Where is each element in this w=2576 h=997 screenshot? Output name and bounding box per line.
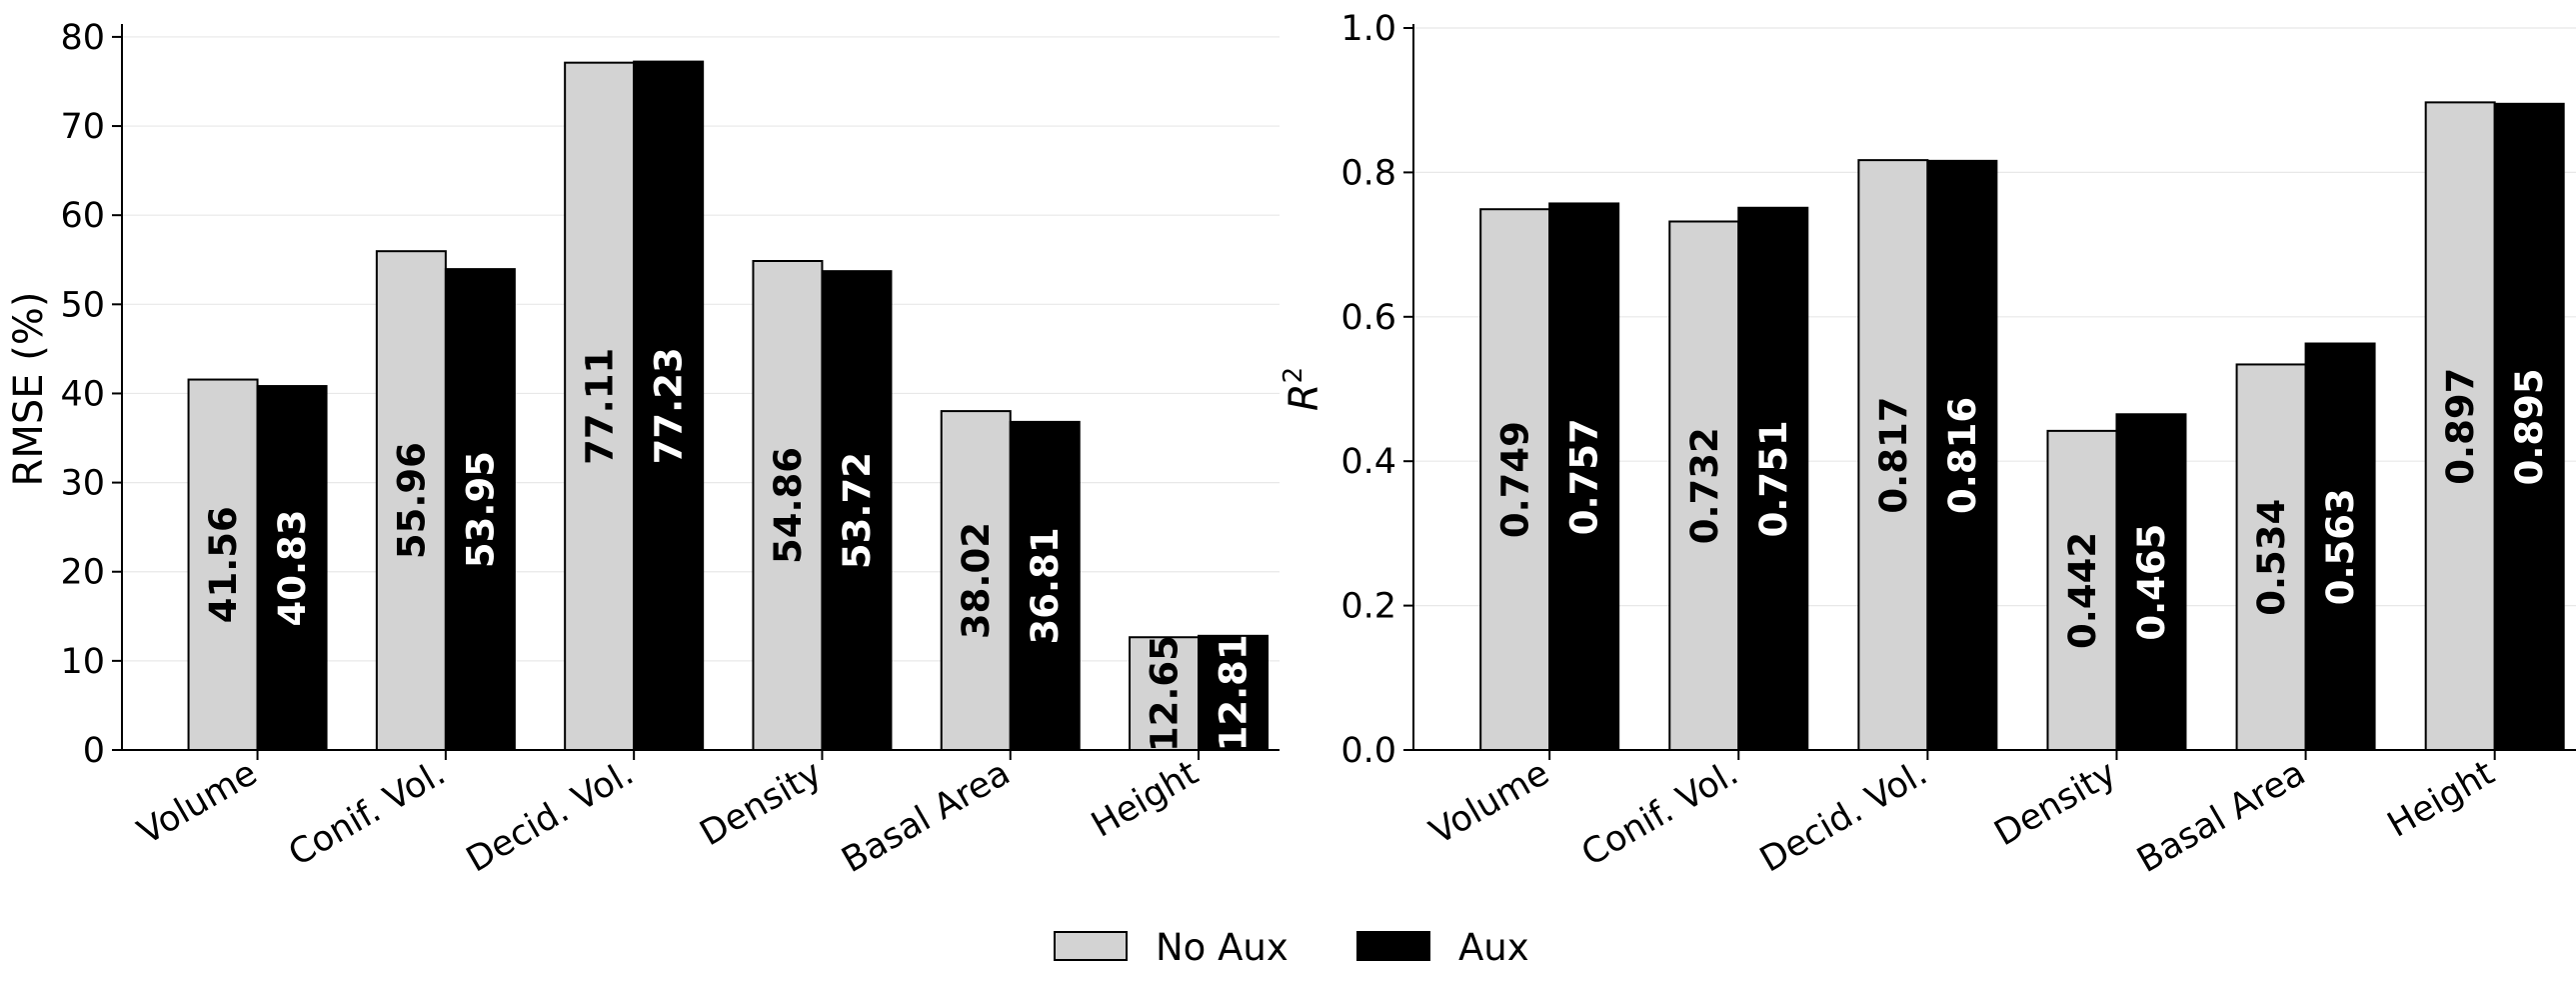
x-tick-label: Density (1988, 753, 2123, 854)
x-tick-label: Height (1085, 753, 1205, 845)
y-tick-label: 50 (60, 285, 105, 325)
bar-value-label: 55.96 (390, 442, 433, 559)
y-tick-label: 60 (60, 196, 105, 236)
bar-value-label: 12.81 (1213, 634, 1256, 751)
bar-aux (1548, 202, 1620, 752)
x-tick-label: Volume (1423, 753, 1556, 853)
bar-value-label: 54.86 (767, 447, 810, 564)
bar-value-label: 53.72 (836, 452, 879, 569)
y-tick-label: 0 (83, 731, 105, 771)
bar-value-label: 0.534 (2250, 499, 2293, 616)
bar-aux (2115, 413, 2187, 751)
bar-value-label: 36.81 (1024, 527, 1067, 644)
bar-value-label: 40.83 (271, 510, 314, 627)
y-tick-label: 70 (60, 107, 105, 147)
bar-no-aux (1857, 159, 1929, 752)
y-tick-label: 0.4 (1340, 442, 1396, 482)
bar-aux (2493, 102, 2565, 751)
x-tick-label: Volume (131, 753, 264, 853)
bar-value-label: 0.465 (2130, 524, 2173, 641)
y-tick-label: 1.0 (1340, 9, 1396, 49)
y-axis-label: RMSE (%) (6, 292, 52, 487)
bar-aux (2304, 342, 2376, 751)
x-tick-label: Conif. Vol. (282, 753, 452, 874)
bar-value-label: 38.02 (955, 522, 998, 639)
x-tick-label: Conif. Vol. (1575, 753, 1745, 874)
bar-value-label: 53.95 (459, 451, 502, 568)
y-tick-label: 0.0 (1340, 731, 1396, 771)
legend: No Aux Aux (1054, 926, 1529, 969)
y-tick-label: 0.6 (1340, 298, 1396, 338)
rmse-chart: 41.56 40.83 55.96 53.95 77.11 77.23 54.86 53.72… (6, 18, 1280, 881)
bar-no-aux (940, 410, 1012, 751)
bar-aux (821, 270, 893, 751)
bar-value-label: 77.23 (648, 347, 691, 464)
bar-no-aux (1668, 220, 1740, 752)
x-tick-label: Decid. Vol. (460, 753, 641, 880)
x-tick-label: Basal Area (836, 753, 1018, 881)
bar-value-label: 0.817 (1872, 397, 1915, 514)
y-tick-label: 10 (60, 642, 105, 682)
bar-aux (633, 60, 705, 752)
x-tick-label: Decid. Vol. (1753, 753, 1934, 880)
bar-value-label: 0.749 (1494, 421, 1537, 538)
y-axis-label: R2 (1279, 367, 1327, 411)
y-tick-label: 30 (60, 464, 105, 504)
r2-chart: 0.749 0.757 0.732 0.751 0.817 0.816 0.442 0.465… (1279, 9, 2576, 881)
y-tick-label: 40 (60, 374, 105, 414)
bar-aux (1926, 159, 1998, 751)
bar-value-label: 77.11 (579, 348, 622, 465)
bar-value-label: 0.563 (2319, 488, 2362, 605)
bar-no-aux (1129, 636, 1201, 752)
bar-value-label: 0.895 (2508, 368, 2551, 485)
bar-no-aux (2235, 363, 2307, 751)
x-tick-label: Height (2381, 753, 2501, 845)
bar-value-label: 0.751 (1752, 420, 1795, 537)
y-tick-label: 0.8 (1340, 153, 1396, 193)
bar-value-label: 41.56 (202, 506, 245, 623)
y-tick-label: 80 (60, 18, 105, 58)
bar-value-label: 0.897 (2439, 368, 2482, 485)
bar-aux (1198, 634, 1270, 751)
x-tick-label: Density (694, 753, 829, 854)
bar-aux (1737, 206, 1809, 751)
bar-value-label: 0.732 (1683, 427, 1726, 544)
bar-no-aux (752, 260, 824, 751)
bar-value-label: 0.757 (1563, 418, 1606, 535)
legend-label-aux: Aux (1458, 926, 1529, 969)
x-tick-label: Basal Area (2131, 753, 2313, 881)
y-tick-label: 20 (60, 553, 105, 593)
legend-swatch-aux (1356, 931, 1430, 961)
y-tick-label: 0.2 (1340, 587, 1396, 627)
bar-value-label: 0.816 (1941, 397, 1984, 514)
bar-value-label: 12.65 (1144, 635, 1187, 752)
bar-value-label: 0.442 (2061, 532, 2104, 649)
legend-swatch-no-aux (1054, 931, 1128, 961)
legend-label-no-aux: No Aux (1156, 926, 1288, 969)
